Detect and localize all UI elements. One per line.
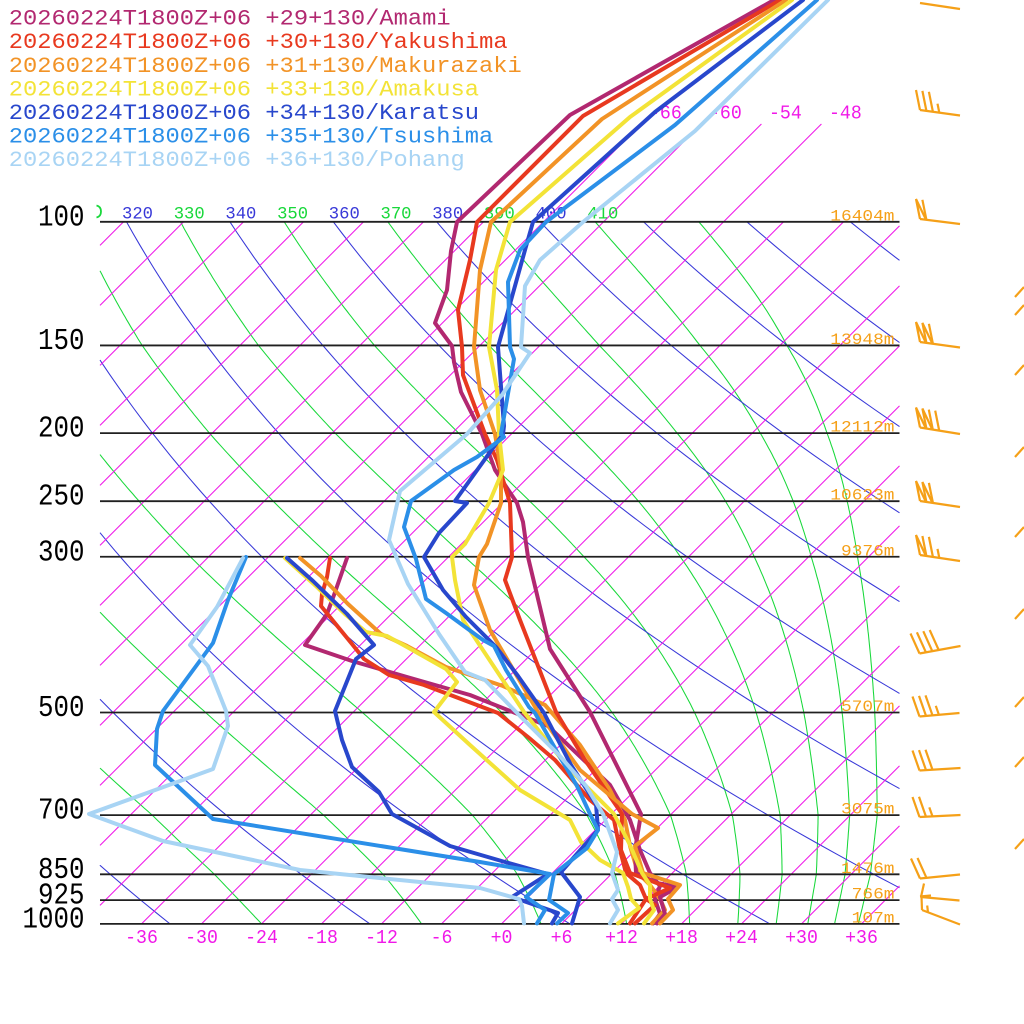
svg-text:20260224T1800Z+06 +36+130/Poha: 20260224T1800Z+06 +36+130/Pohang <box>9 148 465 173</box>
svg-text:700: 700 <box>38 795 85 829</box>
svg-text:+36: +36 <box>845 927 878 949</box>
svg-text:13948m: 13948m <box>830 331 894 349</box>
svg-text:380: 380 <box>432 204 463 224</box>
svg-text:150: 150 <box>38 325 85 359</box>
svg-text:10623m: 10623m <box>830 487 894 505</box>
svg-text:16404m: 16404m <box>830 207 894 225</box>
svg-text:-48: -48 <box>829 103 862 125</box>
svg-text:370: 370 <box>381 204 412 224</box>
svg-text:200: 200 <box>38 413 85 447</box>
svg-text:20260224T1800Z+06 +35+130/Tsus: 20260224T1800Z+06 +35+130/Tsushima <box>9 125 493 150</box>
svg-text:+6: +6 <box>551 927 573 949</box>
svg-text:360: 360 <box>329 204 360 224</box>
svg-text:250: 250 <box>38 481 85 515</box>
svg-text:9376m: 9376m <box>841 542 895 560</box>
svg-text:107m: 107m <box>852 909 895 927</box>
svg-text:+0: +0 <box>491 927 513 949</box>
svg-text:-18: -18 <box>305 927 338 949</box>
svg-text:100: 100 <box>38 201 85 235</box>
svg-text:12112m: 12112m <box>830 419 894 437</box>
svg-text:-36: -36 <box>125 927 158 949</box>
svg-text:340: 340 <box>225 204 256 224</box>
svg-text:+24: +24 <box>725 927 758 949</box>
svg-text:300: 300 <box>38 536 85 570</box>
svg-text:-24: -24 <box>245 927 278 949</box>
svg-text:-12: -12 <box>365 927 398 949</box>
svg-text:20260224T1800Z+06 +30+130/Yaku: 20260224T1800Z+06 +30+130/Yakushima <box>9 30 508 55</box>
svg-text:+12: +12 <box>605 927 638 949</box>
svg-text:1000: 1000 <box>23 903 85 937</box>
svg-text:925: 925 <box>38 880 85 914</box>
svg-text:350: 350 <box>277 204 308 224</box>
svg-text:-30: -30 <box>185 927 218 949</box>
svg-text:330: 330 <box>174 204 205 224</box>
svg-text:400: 400 <box>536 204 567 224</box>
svg-text:410: 410 <box>587 204 618 224</box>
svg-text:5707m: 5707m <box>841 698 895 716</box>
svg-text:20260224T1800Z+06 +29+130/Amam: 20260224T1800Z+06 +29+130/Amami <box>9 7 451 32</box>
svg-text:850: 850 <box>38 854 85 888</box>
svg-text:20260224T1800Z+06 +34+130/Kara: 20260224T1800Z+06 +34+130/Karatsu <box>9 101 479 126</box>
svg-text:-6: -6 <box>431 927 453 949</box>
svg-text:20260224T1800Z+06 +33+130/Amak: 20260224T1800Z+06 +33+130/Amakusa <box>9 77 479 102</box>
svg-text:3075m: 3075m <box>841 801 895 819</box>
svg-text:20260224T1800Z+06 +31+130/Maku: 20260224T1800Z+06 +31+130/Makurazaki <box>9 54 522 79</box>
svg-text:-54: -54 <box>769 103 802 125</box>
svg-text:+18: +18 <box>665 927 698 949</box>
svg-text:1476m: 1476m <box>841 860 895 878</box>
svg-text:+30: +30 <box>785 927 818 949</box>
svg-text:320: 320 <box>122 204 153 224</box>
svg-text:500: 500 <box>38 692 85 726</box>
svg-text:766m: 766m <box>852 886 895 904</box>
